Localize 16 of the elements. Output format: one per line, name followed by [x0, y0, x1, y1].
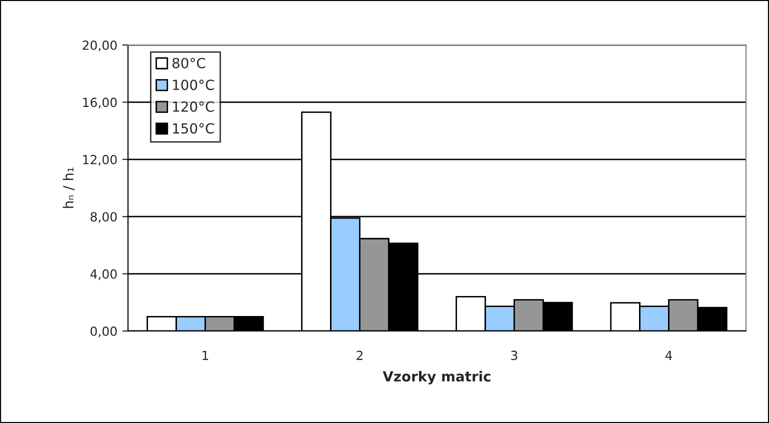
legend-label: 80°C [172, 58, 206, 68]
y-tick-label: 12,00 [83, 154, 117, 166]
x-tick-label: 2 [356, 350, 362, 360]
legend-label: 100°C [173, 80, 214, 90]
x-tick-label: 3 [511, 350, 518, 360]
y-tick-label: 8,00 [90, 212, 117, 223]
x-tick-label: 1 [202, 350, 208, 360]
legend-label: 120°C [173, 101, 214, 112]
y-tick-label: 20,00 [82, 40, 117, 52]
y-tick-label: 0,00 [90, 326, 117, 338]
legend-label: 150°C [173, 123, 214, 134]
x-axis-title: Vzorky matric [382, 370, 490, 384]
y-tick-label: 16,00 [83, 98, 117, 108]
x-tick-label: 4 [665, 350, 672, 360]
y-axis-title: hₙ / h₁ [62, 168, 75, 208]
y-tick-label: 4,00 [90, 269, 117, 280]
